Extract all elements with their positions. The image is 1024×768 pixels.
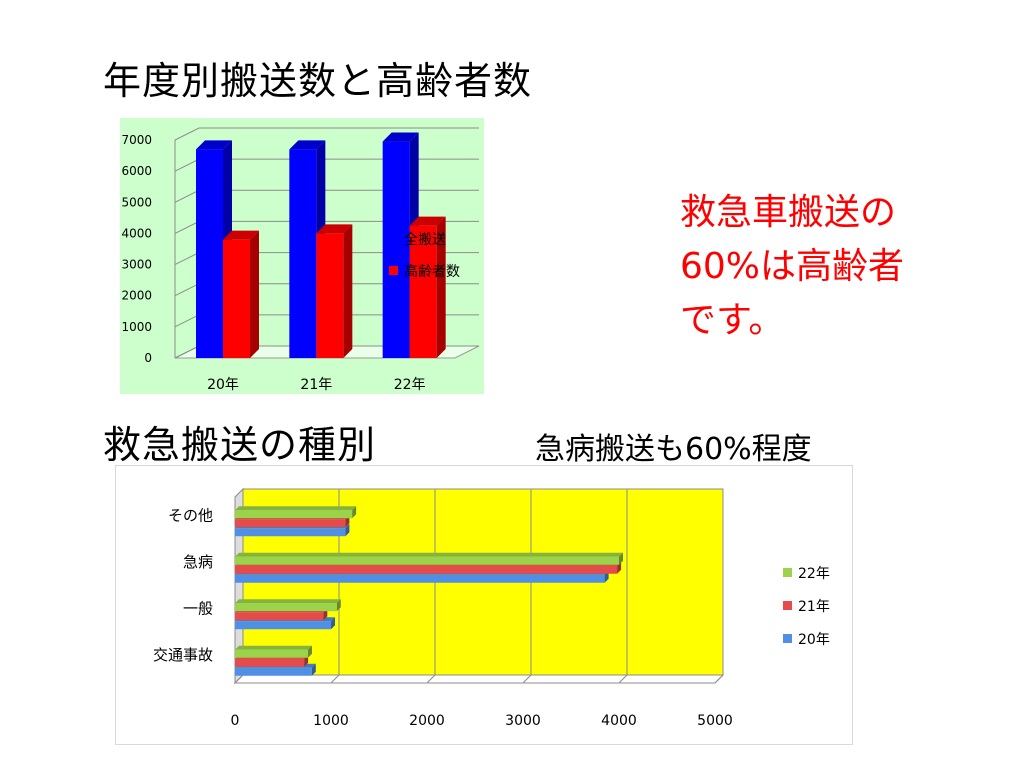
- legend-label: 22年: [798, 566, 830, 582]
- bar-front: [235, 574, 605, 583]
- bar-top: [223, 230, 259, 240]
- bar-front: [235, 510, 353, 519]
- x-tick-label: 1000: [313, 713, 349, 729]
- gridline-floor: [522, 674, 532, 684]
- bar-top: [196, 140, 232, 150]
- elderly-note: 救急車搬送の 60%は高齢者 です。: [680, 186, 904, 348]
- legend-swatch: [389, 234, 398, 243]
- gridline-floor: [714, 674, 724, 684]
- bar-front: [235, 603, 337, 612]
- x-tick-label: 21年: [300, 377, 332, 393]
- bar-top: [382, 132, 419, 142]
- bar-top: [235, 645, 312, 650]
- y-tick-label: 急病: [183, 553, 213, 571]
- section-subtitle: 急病搬送も60%程度: [535, 432, 812, 467]
- x-tick-label: 0: [231, 713, 240, 729]
- gridline-floor: [234, 674, 244, 684]
- bar-end: [311, 663, 316, 676]
- bar-front: [289, 149, 317, 358]
- transport-type-chart: 0 1000 2000 3000 4000 5000 交通事故 一般 急病 その他 22年 21年 20…: [115, 465, 853, 745]
- y-tick-label: 4000: [121, 226, 152, 240]
- bar-front: [235, 519, 346, 528]
- y-tick-label: 3000: [121, 258, 152, 272]
- bar-top: [409, 216, 446, 226]
- bar-end: [619, 552, 623, 565]
- x-tick-label: 5000: [697, 713, 733, 729]
- bar-front: [316, 233, 344, 358]
- bar-front: [235, 528, 346, 537]
- bar-side: [343, 224, 353, 358]
- x-tick-label: 4000: [601, 713, 637, 729]
- note-line-2: 60%は高齢者: [680, 246, 905, 287]
- y-tick-label: 0: [144, 351, 152, 365]
- bar-front: [196, 149, 223, 358]
- x-tick-label: 3000: [505, 713, 541, 729]
- bar-22年-1: [235, 599, 341, 612]
- bar-elderly-2: [409, 216, 446, 358]
- bar-22年-3: [235, 506, 357, 519]
- gridline-floor: [330, 674, 340, 684]
- bar-front: [382, 141, 410, 358]
- legend-label: 高齢者数: [404, 263, 460, 280]
- legend-label: 21年: [798, 599, 830, 615]
- bar-top: [289, 140, 326, 150]
- bar-side: [436, 216, 446, 358]
- bar-front: [235, 565, 618, 574]
- y-tick-label: 一般: [183, 599, 213, 617]
- bar-end: [617, 561, 622, 574]
- bar-front: [235, 621, 331, 630]
- bar-side: [250, 230, 259, 358]
- gridline: [174, 127, 479, 141]
- legend-label: 全搬送: [404, 231, 446, 248]
- bar-front: [409, 225, 437, 358]
- y-tick-label: 7000: [121, 133, 152, 147]
- transport-by-year-chart: 0 1000 2000 3000 4000 5000 6000 7000 20年 21年 22年 全搬…: [120, 118, 484, 394]
- legend-swatch: [389, 266, 398, 275]
- bar-front: [235, 667, 312, 676]
- bar-end: [352, 506, 357, 519]
- bar-end: [336, 599, 341, 612]
- y-tick-label: 交通事故: [153, 646, 213, 664]
- x-tick-label: 20年: [207, 377, 239, 393]
- section-title: 救急搬送の種別: [103, 423, 377, 467]
- note-line-3: です。: [680, 300, 785, 341]
- gridline-floor: [618, 674, 628, 684]
- bar-22年-2: [235, 552, 623, 565]
- y-tick-label: 5000: [121, 195, 152, 209]
- bar-end: [345, 524, 350, 537]
- floor: [233, 674, 725, 684]
- y-tick-label: 6000: [121, 164, 152, 178]
- gridline-floor: [426, 674, 436, 684]
- bar-end: [307, 645, 312, 658]
- bar-elderly-1: [316, 224, 353, 358]
- bar-front: [235, 612, 324, 621]
- y-tick-label: 2000: [121, 289, 152, 303]
- bar-top: [235, 506, 357, 511]
- legend-swatch: [783, 634, 792, 643]
- x-tick-label: 2000: [409, 713, 445, 729]
- bar-front: [223, 239, 250, 358]
- bar-top: [235, 552, 623, 557]
- note-line-1: 救急車搬送の: [680, 192, 897, 233]
- bar-front: [235, 658, 305, 667]
- y-tick-label: 1000: [121, 320, 152, 334]
- legend-swatch: [783, 568, 792, 577]
- bar-front: [235, 649, 308, 658]
- page-title: 年度別搬送数と高齢者数: [103, 59, 533, 103]
- legend-swatch: [783, 601, 792, 610]
- bar-22年-0: [235, 645, 312, 658]
- y-tick-label: その他: [168, 506, 213, 524]
- bar-top: [235, 599, 341, 604]
- bar-elderly-0: [223, 230, 259, 358]
- bar-front: [235, 556, 619, 565]
- bar-end: [331, 617, 335, 630]
- x-tick-label: 22年: [394, 377, 426, 393]
- bar-top: [316, 224, 353, 234]
- legend-label: 20年: [798, 632, 830, 648]
